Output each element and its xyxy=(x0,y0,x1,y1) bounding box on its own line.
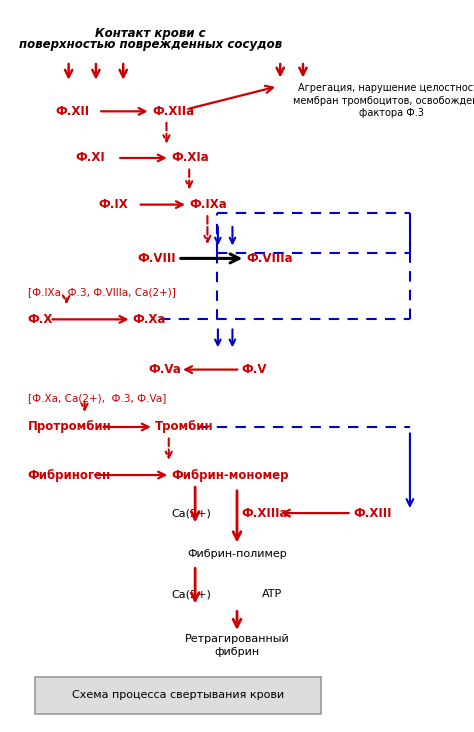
Text: Ф.VIII: Ф.VIII xyxy=(137,252,175,265)
Text: Фибрин-мономер: Фибрин-мономер xyxy=(171,468,289,482)
Text: Фибриноген: Фибриноген xyxy=(27,468,111,482)
Text: Схема процесса свертывания крови: Схема процесса свертывания крови xyxy=(72,690,284,701)
Text: Ф.V: Ф.V xyxy=(242,363,267,376)
Text: Ретрагированный
фибрин: Ретрагированный фибрин xyxy=(185,634,289,657)
Text: поверхностью поврежденных сосудов: поверхностью поврежденных сосудов xyxy=(19,38,282,51)
Text: Ф.IXa: Ф.IXa xyxy=(189,198,227,211)
Text: Ф.Va: Ф.Va xyxy=(148,363,181,376)
Text: [Ф.Xa, Ca(2+),  Ф.3, Ф.Va]: [Ф.Xa, Ca(2+), Ф.3, Ф.Va] xyxy=(27,393,166,403)
Text: Ф.XII: Ф.XII xyxy=(55,105,89,118)
Text: ATP: ATP xyxy=(262,589,283,599)
Text: Фибрин-полимер: Фибрин-полимер xyxy=(187,549,287,559)
Text: Ф.XIIIa: Ф.XIIIa xyxy=(242,507,288,520)
Text: Ca(2+): Ca(2+) xyxy=(171,589,211,599)
Text: Ф.X: Ф.X xyxy=(27,313,53,326)
Text: Агрегация, нарушение целостности
мембран тромбоцитов, освобождение
фактора Ф.3: Агрегация, нарушение целостности мембран… xyxy=(293,83,474,119)
Text: Ф.XIa: Ф.XIa xyxy=(171,152,209,165)
Text: Ф.Xa: Ф.Xa xyxy=(132,313,166,326)
Text: Ф.XIIa: Ф.XIIa xyxy=(153,105,195,118)
Text: Тромбин: Тромбин xyxy=(155,420,214,433)
Text: Ф.IX: Ф.IX xyxy=(98,198,128,211)
Text: [Ф.IXa, Ф.3, Ф.VIIIa, Ca(2+)]: [Ф.IXa, Ф.3, Ф.VIIIa, Ca(2+)] xyxy=(27,287,175,297)
FancyBboxPatch shape xyxy=(35,676,321,714)
Text: Ф.XI: Ф.XI xyxy=(75,152,105,165)
Text: Ф.XIII: Ф.XIII xyxy=(353,507,392,520)
Text: Ф.VIIIa: Ф.VIIIa xyxy=(246,252,293,265)
Text: Протромбин: Протромбин xyxy=(27,420,111,433)
Text: Ca(2+): Ca(2+) xyxy=(171,508,211,518)
Text: Контакт крови с: Контакт крови с xyxy=(95,27,206,40)
